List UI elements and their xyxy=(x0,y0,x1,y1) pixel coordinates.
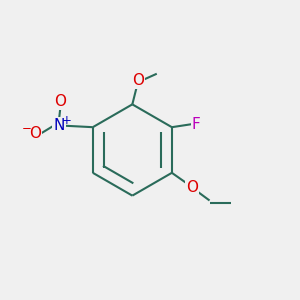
Text: O: O xyxy=(54,94,66,109)
Text: O: O xyxy=(132,73,144,88)
Text: −: − xyxy=(22,122,32,135)
Text: F: F xyxy=(192,117,200,132)
Text: +: + xyxy=(62,114,71,127)
Text: O: O xyxy=(186,180,198,195)
Text: O: O xyxy=(29,127,41,142)
Text: N: N xyxy=(53,118,64,133)
